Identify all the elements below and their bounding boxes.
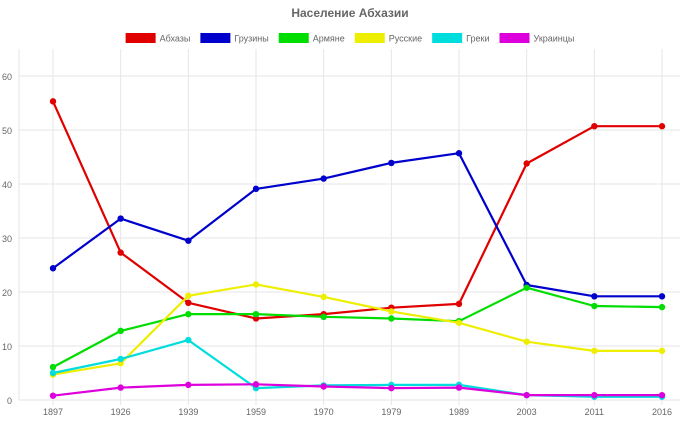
legend-swatch (278, 33, 309, 43)
data-point[interactable] (185, 336, 192, 344)
series-2 (49, 150, 666, 300)
legend-label: Русские (389, 34, 422, 44)
legend-item[interactable]: Украинцы (499, 33, 575, 44)
y-tick-label: 20 (2, 288, 12, 298)
y-tick-label: 40 (2, 180, 12, 190)
chart-title: Население Абхазии (291, 6, 408, 20)
data-point[interactable] (455, 150, 463, 157)
legend-item[interactable]: Абхазы (125, 33, 191, 44)
data-point[interactable] (49, 392, 57, 399)
legend-item[interactable]: Греки (432, 33, 490, 44)
x-tick-label: 1970 (314, 407, 334, 417)
legend-swatch (125, 33, 156, 43)
legend-item[interactable]: Грузины (200, 33, 269, 44)
data-point[interactable] (455, 300, 463, 308)
data-point[interactable] (185, 292, 192, 299)
y-tick-label: 0 (7, 396, 12, 406)
data-point[interactable] (320, 313, 327, 321)
x-tick-label: 1939 (178, 407, 198, 417)
data-point[interactable] (252, 185, 260, 193)
series-line (52, 383, 662, 397)
data-point[interactable] (455, 384, 463, 391)
x-tick-label: 2011 (585, 407, 604, 417)
x-tick-label: 1926 (111, 407, 131, 417)
data-point[interactable] (252, 281, 260, 288)
data-point[interactable] (658, 347, 666, 355)
data-point[interactable] (591, 293, 598, 300)
data-point[interactable] (185, 381, 192, 389)
x-tick-label: 1979 (381, 407, 401, 417)
data-point[interactable] (252, 310, 260, 318)
legend-swatch (499, 33, 530, 43)
data-point[interactable] (117, 249, 124, 256)
legend-label: Грузины (234, 34, 268, 44)
data-point[interactable] (185, 310, 192, 318)
data-point[interactable] (658, 303, 666, 311)
legend-label: Греки (466, 34, 489, 44)
data-point[interactable] (185, 237, 192, 244)
legend-label: Абхазы (160, 34, 191, 44)
series-3 (49, 284, 666, 371)
data-point[interactable] (455, 319, 463, 326)
data-point[interactable] (658, 293, 666, 300)
grid (18, 49, 680, 405)
x-tick-label: 1989 (449, 407, 469, 417)
axes: 0 10 20 30 40 50 60 1897 1926 1939 1959 1970 1979 198… (2, 72, 672, 417)
legend-label: Армяне (313, 34, 345, 44)
legend-swatch (432, 33, 463, 43)
data-point[interactable] (523, 160, 530, 167)
legend-item[interactable]: Русские (354, 33, 422, 44)
series-line (51, 100, 662, 320)
data-point[interactable] (523, 391, 530, 399)
y-tick-label: 50 (2, 126, 12, 136)
data-point[interactable] (320, 175, 327, 182)
data-point[interactable] (117, 355, 124, 363)
data-point[interactable] (523, 338, 530, 345)
x-tick-label: 1959 (246, 407, 266, 417)
data-point[interactable] (49, 265, 57, 272)
legend-label: Украинцы (534, 34, 575, 44)
data-point[interactable] (252, 381, 260, 388)
data-point[interactable] (591, 302, 598, 310)
series-line (52, 152, 662, 298)
legend-swatch (200, 33, 231, 43)
data-point[interactable] (388, 384, 395, 392)
x-tick-label: 2003 (517, 407, 537, 417)
y-tick-label: 60 (2, 72, 12, 82)
legend-item[interactable]: Армяне (278, 33, 345, 44)
data-point[interactable] (320, 293, 327, 301)
series-4 (49, 281, 666, 378)
data-point[interactable] (658, 123, 666, 130)
data-point[interactable] (388, 159, 395, 167)
y-tick-label: 30 (2, 234, 12, 244)
series-layer (49, 98, 666, 400)
x-tick-label: 2016 (652, 407, 672, 417)
series-line (52, 286, 663, 369)
data-point[interactable] (49, 369, 57, 377)
data-point[interactable] (49, 98, 57, 105)
data-point[interactable] (117, 327, 124, 335)
legend: Абхазы Грузины Армяне Русские Греки Украинцы (125, 33, 575, 44)
y-tick-label: 10 (2, 342, 12, 352)
data-point[interactable] (523, 284, 530, 291)
data-point[interactable] (658, 391, 666, 399)
data-point[interactable] (591, 347, 598, 355)
data-point[interactable] (117, 384, 124, 391)
data-point[interactable] (591, 391, 598, 399)
data-point[interactable] (320, 383, 327, 390)
data-point[interactable] (117, 215, 124, 222)
data-point[interactable] (388, 308, 395, 315)
series-1 (49, 98, 666, 322)
series-6 (49, 381, 666, 399)
data-point[interactable] (49, 363, 57, 371)
legend-swatch (354, 33, 385, 43)
series-line (52, 283, 662, 376)
data-point[interactable] (388, 315, 395, 322)
data-point[interactable] (591, 123, 598, 130)
x-tick-label: 1897 (43, 407, 63, 417)
data-point[interactable] (185, 299, 192, 306)
